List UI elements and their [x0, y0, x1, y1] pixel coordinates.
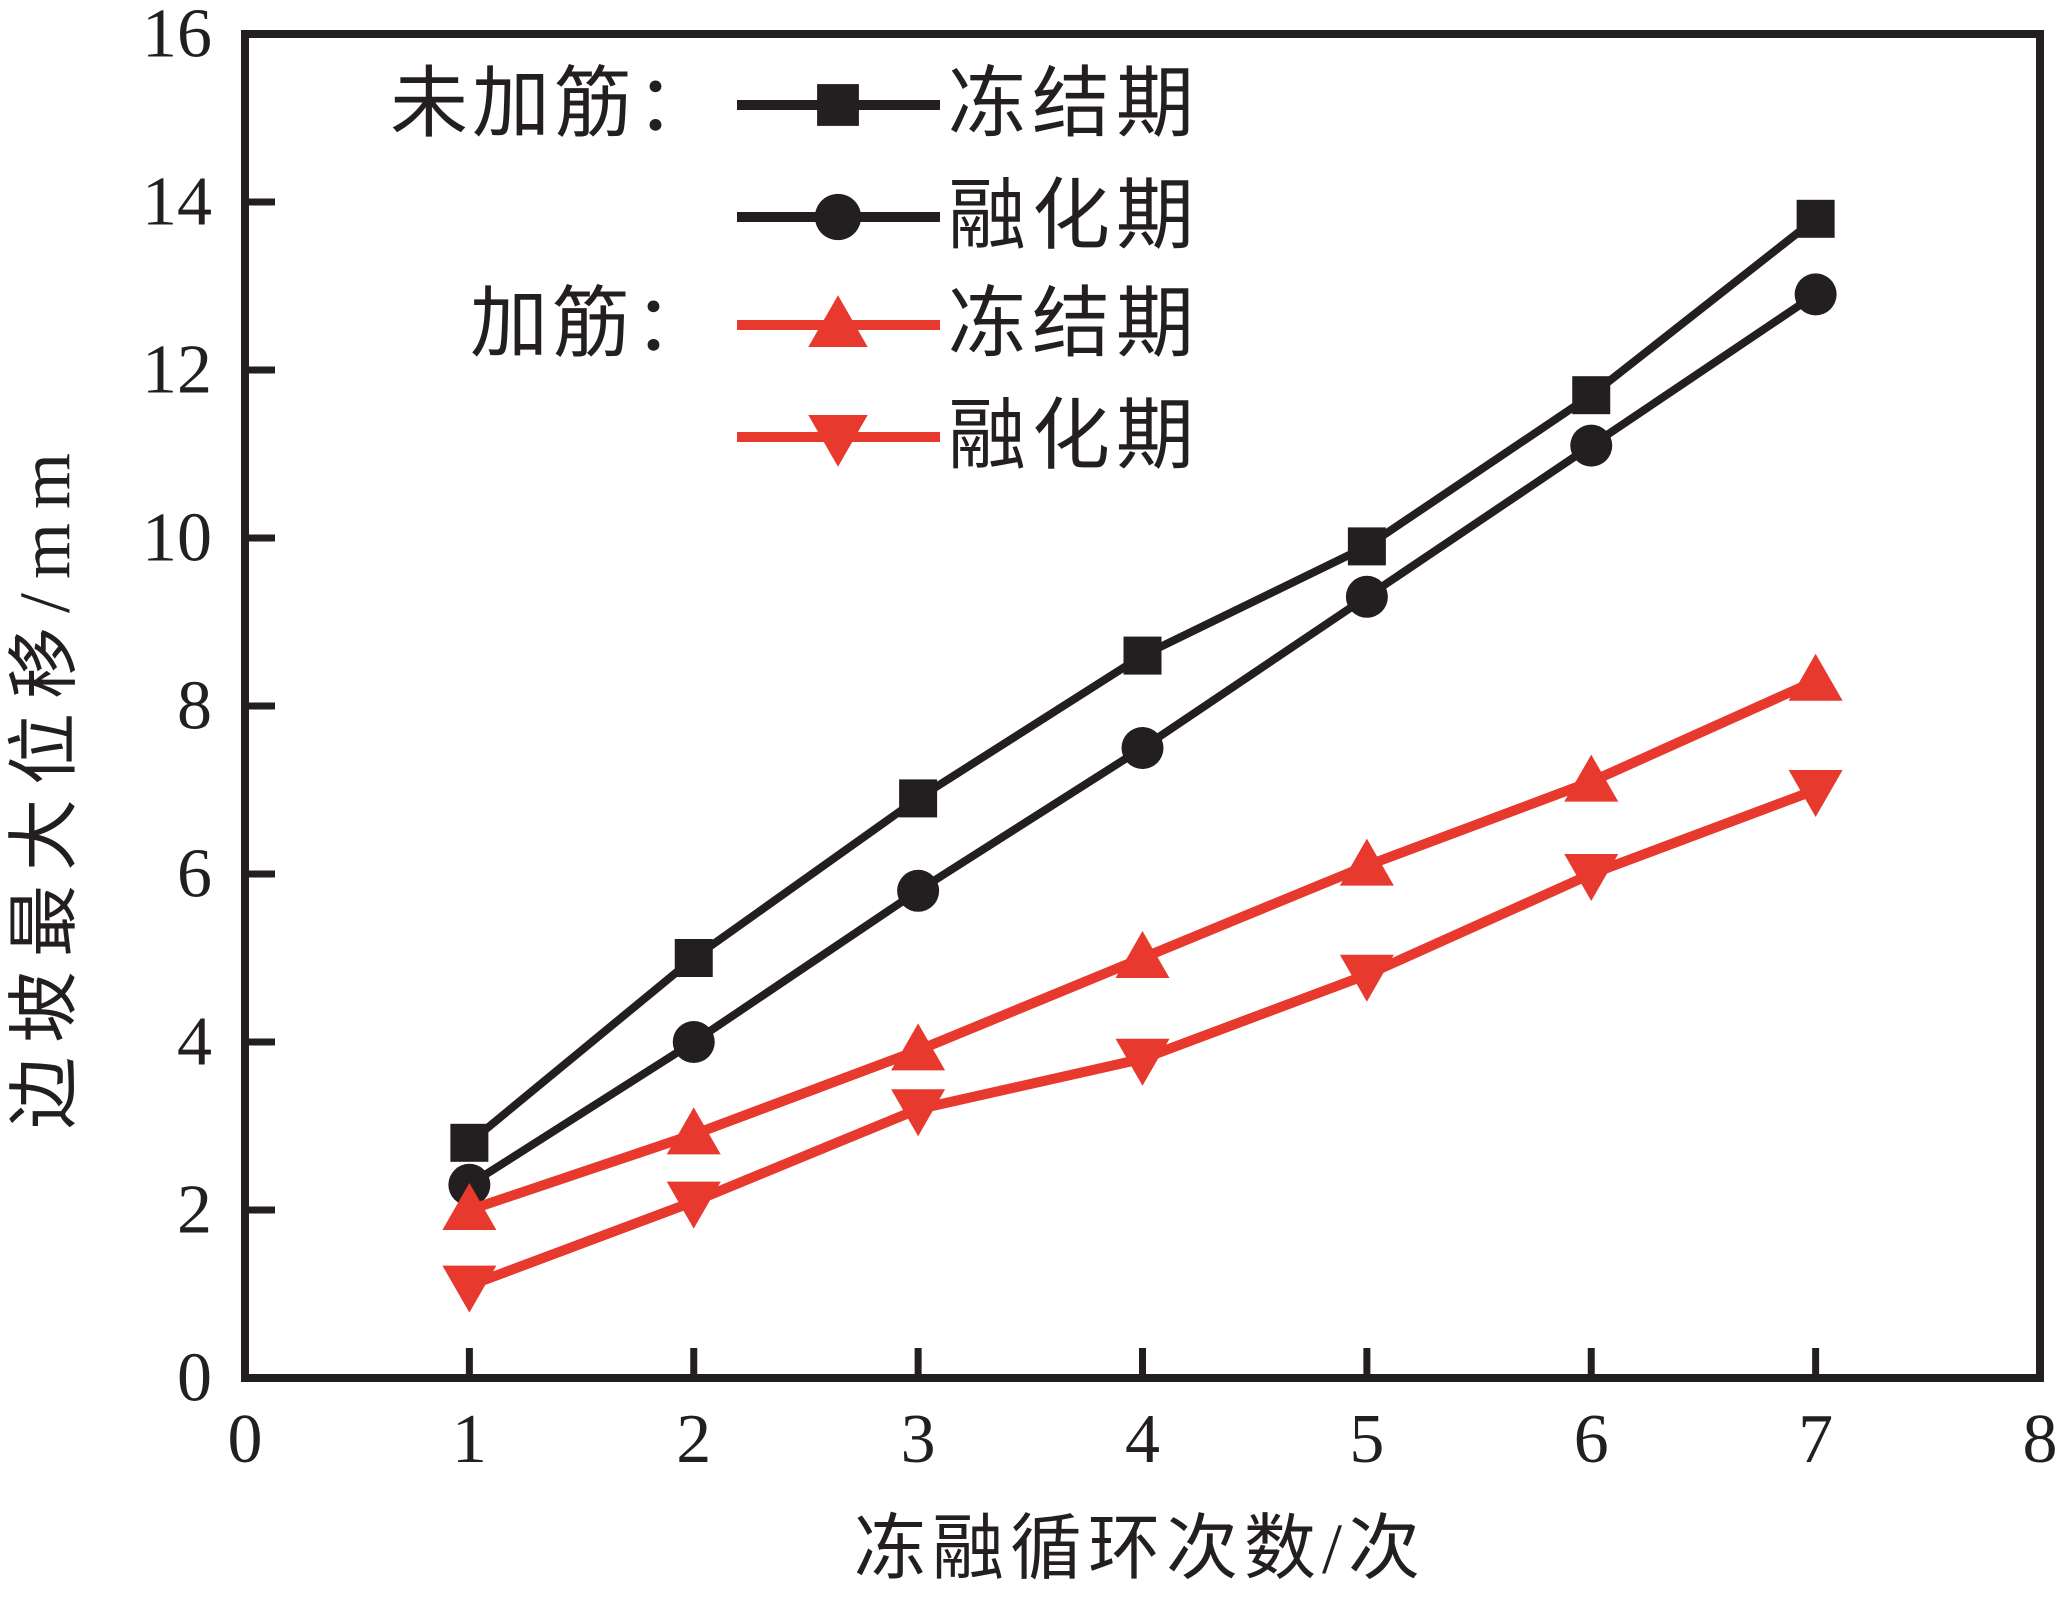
x-tick-label: 0	[228, 1401, 263, 1478]
legend-entry-label-reinforced-thawing: 融化期	[948, 392, 1201, 479]
legend-group-label-unreinforced: 未加筋：	[390, 60, 719, 147]
data-point-marker-0	[1347, 527, 1386, 566]
data-point-marker-3	[666, 1181, 721, 1229]
x-tick-label: 3	[901, 1401, 936, 1478]
data-point-marker-2	[666, 1107, 721, 1155]
y-tick-label: 6	[177, 836, 212, 913]
x-tick-label: 2	[676, 1401, 711, 1478]
legend-marker-triangle-up	[808, 295, 868, 347]
x-tick-label: 6	[1574, 1401, 1609, 1478]
series-line-3	[467, 785, 1818, 1291]
legend-entry-label-unreinforced-freezing: 冻结期	[948, 60, 1201, 147]
x-tick-label: 5	[1349, 1401, 1384, 1478]
data-point-marker-3	[442, 1265, 497, 1313]
data-point-marker-0	[1796, 199, 1835, 238]
data-point-marker-2	[1564, 754, 1619, 802]
data-point-marker-2	[1115, 931, 1170, 978]
data-point-marker-0	[899, 779, 938, 818]
data-point-marker-1	[1570, 424, 1613, 467]
y-tick-label: 0	[177, 1340, 212, 1417]
x-axis-title: 冻融循环次数/次	[853, 1509, 1426, 1589]
y-tick-label: 10	[142, 500, 212, 577]
data-point-marker-3	[1115, 1038, 1170, 1086]
data-point-marker-1	[1121, 727, 1164, 769]
y-axis-title: 边坡最大位移/mm	[5, 439, 85, 1130]
data-point-marker-2	[891, 1023, 946, 1071]
data-point-marker-1	[1794, 273, 1837, 316]
y-tick-label: 16	[142, 0, 212, 73]
legend-entry-label-unreinforced-thawing: 融化期	[948, 172, 1201, 259]
legend-marker-triangle-down	[808, 415, 868, 467]
y-tick-label: 2	[177, 1172, 212, 1249]
data-point-marker-1	[897, 869, 940, 912]
data-point-marker-3	[1788, 770, 1843, 817]
data-point-marker-0	[450, 1123, 489, 1162]
x-tick-label: 1	[452, 1401, 487, 1478]
data-point-marker-3	[891, 1089, 946, 1137]
y-tick-label: 12	[142, 332, 212, 409]
legend-marker-square	[817, 84, 859, 126]
data-point-marker-0	[1123, 636, 1162, 675]
data-point-marker-1	[672, 1021, 715, 1063]
data-point-marker-2	[1788, 653, 1843, 701]
data-point-marker-2	[1339, 838, 1394, 886]
x-tick-label: 7	[1798, 1401, 1833, 1478]
data-point-marker-1	[1345, 575, 1388, 618]
y-tick-label: 4	[177, 1004, 212, 1081]
data-point-marker-0	[1572, 376, 1611, 415]
data-point-marker-0	[674, 939, 713, 977]
y-tick-label: 8	[177, 668, 212, 745]
y-tick-label: 14	[142, 164, 212, 241]
data-point-marker-2	[442, 1183, 497, 1230]
x-tick-label: 4	[1125, 1401, 1160, 1478]
legend-entry-label-reinforced-freezing: 冻结期	[948, 280, 1201, 367]
x-tick-label: 8	[2023, 1401, 2058, 1478]
legend-marker-circle	[814, 193, 862, 241]
data-point-marker-3	[1564, 854, 1619, 901]
data-point-marker-3	[1339, 954, 1394, 1002]
legend-group-label-reinforced: 加筋：	[470, 280, 717, 367]
